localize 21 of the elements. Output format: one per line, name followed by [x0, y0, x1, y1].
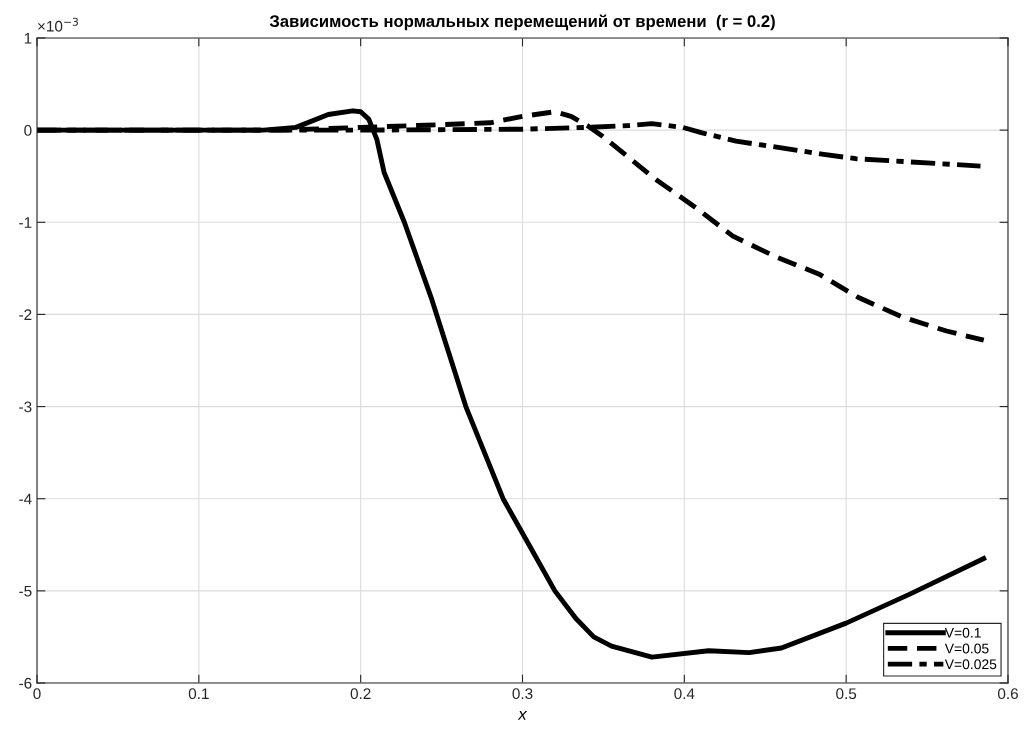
y-tick-label: -5 — [19, 585, 32, 597]
x-tick-label: 0.3 — [512, 688, 533, 700]
text: ×10$^{−3}$ — [38, 17, 78, 32]
x-tick-label: 0.2 — [350, 688, 371, 700]
x-tick-label: 0.5 — [836, 688, 857, 700]
x-tick-label: 0.6 — [997, 688, 1018, 700]
legend-label: V=0.025 — [944, 659, 997, 670]
x-tick-label: 0.4 — [674, 688, 695, 700]
y-tick-label: -3 — [19, 401, 32, 413]
legend-label: V=0.05 — [944, 643, 989, 654]
x-tick-label: 0.1 — [188, 688, 209, 700]
y-tick-label: 1 — [24, 33, 32, 44]
y-tick-label: -1 — [19, 217, 32, 228]
legend-label: V=0.1 — [944, 627, 981, 638]
y-tick-label: -6 — [19, 677, 32, 689]
y-tick-label: -2 — [19, 309, 32, 320]
x-tick-label: 0 — [33, 688, 41, 700]
y-tick-label: -4 — [19, 493, 32, 505]
y-tick-label: 0 — [24, 125, 32, 136]
chart-title: Зависимость нормальных перемещений от времени (r = 0.2) — [269, 14, 775, 31]
x-axis-title: x — [517, 710, 528, 720]
